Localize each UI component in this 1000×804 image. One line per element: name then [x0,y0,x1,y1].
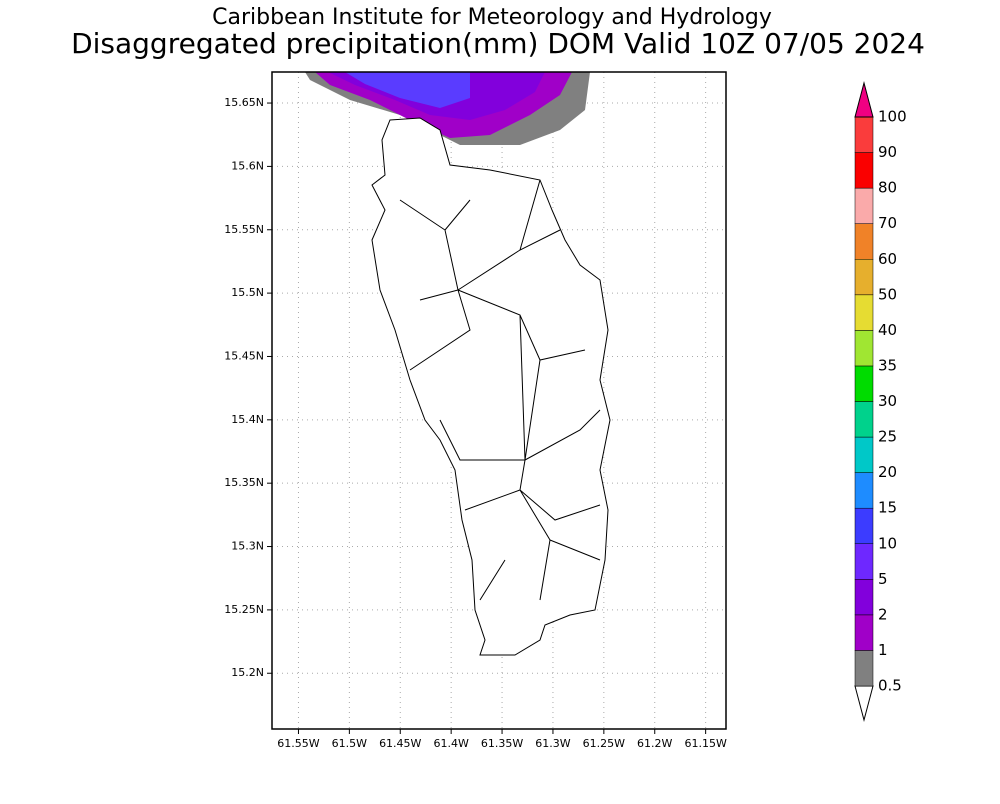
x-tick-label: 61.45W [379,737,421,750]
colorbar-label: 80 [878,179,897,197]
y-tick-label: 15.65N [224,96,264,109]
colorbar-box [854,294,874,331]
plot-frame [271,71,727,730]
y-tick-label: 15.35N [224,476,264,489]
x-tick-label: 61.25W [583,737,625,750]
colorbar-box [854,543,874,580]
grid-layer [272,72,726,729]
colorbar-under [854,685,874,722]
chart-subtitle: Disaggregated precipitation(mm) DOM Vali… [71,27,925,60]
x-tick-label: 61.35W [481,737,523,750]
colorbar-box [854,365,874,402]
x-tick-label: 61.5W [332,737,367,750]
colorbar-label: 1 [878,641,888,659]
colorbar-box [854,650,874,687]
colorbar-label: 50 [878,285,897,303]
y-tick-label: 15.45N [224,349,264,362]
colorbar-box [854,330,874,367]
colorbar-box [854,614,874,651]
colorbar-label: 30 [878,392,897,410]
precip-area [345,72,470,108]
chart-title: Caribbean Institute for Meteorology and … [212,5,772,30]
colorbar-label: 90 [878,143,897,161]
island [371,117,611,656]
colorbar-box [854,187,874,224]
x-tick-label: 61.55W [277,737,319,750]
colorbar-box [854,579,874,616]
y-tick-label: 15.5N [231,286,264,299]
colorbar-box [854,259,874,296]
colorbar-label: 15 [878,499,897,517]
colorbar-label: 2 [878,605,888,623]
colorbar-box [854,472,874,509]
colorbar-box [854,401,874,438]
colorbar-over [854,81,874,118]
y-tick-label: 15.6N [231,159,264,172]
colorbar-label: 100 [878,108,907,126]
x-tick-label: 61.15W [684,737,726,750]
y-tick-label: 15.2N [231,666,264,679]
colorbar-label: 0.5 [878,677,902,695]
colorbar-label: 5 [878,570,888,588]
colorbar-box [854,223,874,260]
x-tick-label: 61.2W [637,737,672,750]
colorbar-label: 10 [878,534,897,552]
watershed-lines [399,179,601,601]
colorbar-label: 25 [878,428,897,446]
x-tick-label: 61.4W [433,737,468,750]
coastline [371,117,611,656]
y-tick-label: 15.3N [231,540,264,553]
colorbar-box [854,507,874,544]
x-tick-label: 61.3W [535,737,570,750]
colorbar-label: 40 [878,321,897,339]
y-tick-label: 15.55N [224,223,264,236]
y-tick-label: 15.4N [231,413,264,426]
colorbar-label: 20 [878,463,897,481]
colorbar-label: 60 [878,250,897,268]
colorbar-label: 70 [878,214,897,232]
colorbar-box [854,152,874,189]
precip-field [305,72,590,145]
axes-layer: 61.55W 61.5W 61.45W 61.4W 61.35W 61.3W 61.25W 6… [224,96,727,750]
y-tick-label: 15.25N [224,603,264,616]
colorbar-box [854,436,874,473]
colorbar-label: 35 [878,356,897,374]
colorbar-box [854,116,874,153]
